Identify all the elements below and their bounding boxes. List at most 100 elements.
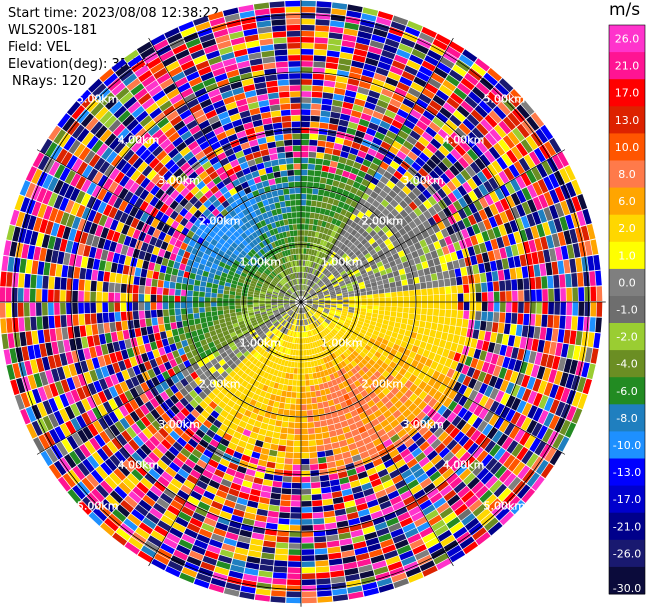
velocity-gate: [324, 388, 331, 395]
velocity-gate: [409, 307, 415, 314]
velocity-gate: [424, 174, 435, 185]
velocity-gate: [484, 331, 492, 342]
velocity-gate: [318, 251, 323, 258]
velocity-gate: [407, 278, 414, 285]
velocity-gate: [217, 297, 223, 302]
velocity-gate: [413, 76, 427, 88]
velocity-gate: [363, 241, 371, 249]
velocity-gate: [344, 22, 359, 31]
velocity-gate: [301, 133, 310, 140]
velocity-gate: [305, 218, 310, 224]
velocity-gate: [329, 339, 335, 346]
velocity-gate: [436, 62, 452, 74]
velocity-gate: [333, 174, 342, 182]
velocity-gate: [339, 282, 346, 287]
velocity-gate: [372, 28, 388, 38]
velocity-gate: [543, 176, 554, 191]
velocity-gate: [301, 73, 313, 79]
velocity-gate: [418, 390, 428, 400]
velocity-gate: [463, 284, 470, 293]
velocity-gate: [446, 261, 454, 271]
velocity-gate: [402, 522, 416, 533]
velocity-gate: [376, 358, 384, 366]
velocity-gate: [323, 247, 328, 254]
velocity-gate: [489, 400, 500, 413]
velocity-gate: [350, 66, 363, 75]
velocity-gate: [279, 506, 291, 513]
velocity-gate: [337, 257, 344, 264]
velocity-gate: [494, 302, 500, 312]
velocity-gate: [532, 407, 544, 422]
velocity-gate: [200, 317, 207, 324]
velocity-gate: [341, 287, 347, 291]
velocity-gate: [428, 206, 437, 217]
velocity-gate: [533, 392, 543, 407]
velocity-gate: [283, 409, 290, 416]
velocity-gate: [386, 32, 402, 43]
velocity-gate: [304, 313, 307, 319]
velocity-gate: [280, 494, 291, 501]
velocity-gate: [304, 285, 307, 291]
velocity-gate: [355, 175, 364, 184]
velocity-gate: [356, 354, 364, 362]
velocity-gate: [301, 97, 312, 103]
velocity-gate: [525, 169, 537, 184]
velocity-gate: [177, 327, 185, 335]
velocity-gate: [448, 41, 465, 54]
velocity-gate: [264, 436, 273, 444]
velocity-gate: [81, 256, 89, 268]
velocity-gate: [36, 289, 42, 302]
velocity-gate: [350, 236, 357, 244]
velocity-gate: [565, 315, 572, 330]
velocity-gate: [376, 237, 384, 245]
velocity-gate: [536, 425, 548, 440]
velocity-gate: [435, 264, 442, 273]
velocity-gate: [324, 297, 331, 300]
velocity-gate: [436, 220, 446, 231]
velocity-gate: [322, 357, 328, 364]
velocity-gate: [301, 410, 307, 417]
velocity-gate: [497, 270, 505, 281]
velocity-gate: [31, 260, 39, 275]
velocity-gate: [472, 264, 480, 275]
velocity-gate: [310, 308, 316, 313]
velocity-gate: [294, 362, 298, 368]
velocity-gate: [353, 329, 360, 335]
velocity-gate: [468, 378, 477, 389]
velocity-gate: [539, 263, 547, 276]
velocity-gate: [458, 54, 474, 67]
velocity-gate: [468, 522, 483, 536]
velocity-gate: [301, 507, 312, 513]
velocity-gate: [388, 234, 397, 243]
velocity-gate: [452, 334, 460, 344]
velocity-gate: [421, 229, 430, 239]
velocity-gate: [276, 536, 289, 543]
velocity-gate: [475, 233, 484, 244]
velocity-gate: [487, 302, 494, 312]
velocity-gate: [392, 185, 402, 194]
velocity-gate: [389, 336, 397, 344]
velocity-gate: [414, 141, 426, 152]
velocity-gate: [315, 312, 320, 317]
velocity-gate: [326, 282, 332, 287]
velocity-gate: [301, 338, 304, 344]
velocity-gate: [331, 105, 342, 113]
velocity-gate: [305, 374, 310, 380]
velocity-gate: [395, 459, 406, 469]
velocity-gate: [452, 64, 467, 77]
velocity-gate: [297, 362, 301, 368]
velocity-gate: [120, 302, 127, 312]
velocity-gate: [590, 302, 597, 317]
velocity-gate: [503, 473, 517, 487]
velocity-gate: [290, 398, 296, 404]
velocity-gate: [364, 187, 373, 196]
velocity-gate: [434, 133, 446, 145]
velocity-gate: [365, 441, 375, 451]
velocity-gate: [391, 60, 406, 70]
velocity-gate: [377, 229, 385, 238]
velocity-gate: [292, 470, 301, 477]
velocity-gate: [375, 276, 382, 282]
velocity-gate: [512, 127, 525, 142]
velocity-gate: [526, 453, 539, 468]
velocity-gate: [380, 328, 387, 334]
